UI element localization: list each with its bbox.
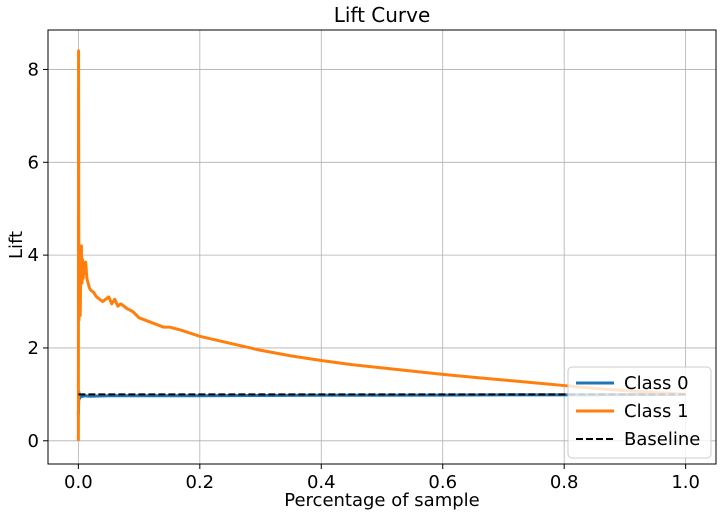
y-tick-label: 4	[28, 245, 39, 266]
y-axis-label: Lift	[6, 231, 27, 259]
y-axis-ticks: 0 2 4 6 8	[28, 59, 48, 452]
y-tick-label: 2	[28, 338, 39, 359]
x-tick-label: 0.8	[550, 472, 579, 493]
x-tick-label: 0.4	[307, 472, 336, 493]
chart-title: Lift Curve	[334, 3, 431, 27]
y-tick-label: 8	[28, 59, 39, 80]
legend-label: Class 1	[624, 401, 689, 422]
legend-label: Class 0	[624, 373, 689, 394]
y-tick-label: 0	[28, 431, 39, 452]
x-axis-ticks: 0.0 0.2 0.4 0.6 0.8 1.0	[64, 464, 700, 493]
x-tick-label: 0.6	[428, 472, 457, 493]
x-tick-label: 0.2	[185, 472, 214, 493]
x-tick-label: 1.0	[671, 472, 700, 493]
x-axis-label: Percentage of sample	[284, 490, 480, 511]
series-line-class-1	[76, 49, 686, 441]
x-tick-label: 0.0	[64, 472, 93, 493]
legend-box	[567, 366, 712, 459]
y-tick-label: 6	[28, 152, 39, 173]
plot-frame	[47, 29, 717, 465]
legend-label: Baseline	[624, 429, 700, 450]
legend: Class 0 Class 1 Baseline	[567, 366, 712, 459]
grid	[48, 30, 716, 464]
